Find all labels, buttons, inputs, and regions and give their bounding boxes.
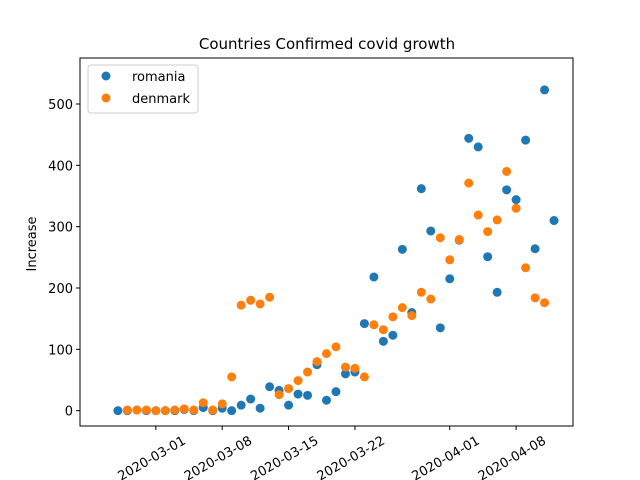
data-point [198, 398, 208, 408]
data-point [236, 300, 246, 310]
y-axis-label: Increase [25, 216, 40, 271]
data-point [511, 195, 521, 205]
x-tick-label: 2020-04-08 [476, 434, 549, 480]
data-point [322, 349, 331, 359]
data-point [426, 226, 436, 236]
data-point [483, 252, 493, 262]
data-point [359, 319, 369, 329]
x-tick-label: 2020-03-08 [182, 434, 255, 480]
data-point [359, 372, 369, 382]
data-point [473, 210, 483, 220]
data-point [388, 330, 398, 340]
data-point [350, 363, 360, 373]
data-point [540, 298, 550, 308]
data-point [369, 320, 379, 330]
data-point [464, 178, 474, 188]
data-point [416, 184, 426, 194]
data-point [435, 323, 445, 333]
legend-label: romania [132, 70, 185, 85]
x-tick-label: 2020-03-22 [315, 434, 388, 480]
data-point [303, 367, 313, 377]
data-point [208, 405, 218, 415]
legend-label: denmark [132, 92, 190, 107]
data-point [530, 244, 540, 254]
data-point [521, 263, 531, 273]
data-point [454, 235, 464, 245]
data-point [274, 390, 284, 400]
data-point [293, 376, 303, 386]
data-point [227, 406, 237, 416]
data-point [132, 405, 142, 415]
x-tick-label: 2020-03-01 [116, 434, 189, 480]
y-tick-label: 400 [48, 159, 73, 174]
legend-box [87, 64, 199, 114]
data-point [369, 272, 379, 282]
y-tick-label: 200 [48, 282, 73, 297]
data-point [246, 394, 256, 404]
data-point [284, 384, 294, 394]
data-point [445, 274, 455, 284]
data-point [217, 399, 227, 409]
data-point [293, 389, 303, 399]
data-point [473, 142, 483, 152]
data-point [416, 287, 426, 297]
data-point [179, 404, 189, 414]
data-point [227, 372, 237, 382]
data-point [397, 244, 407, 254]
data-point [236, 400, 246, 410]
data-point [435, 233, 445, 243]
data-point [331, 342, 341, 352]
data-point [331, 387, 341, 397]
data-point [141, 405, 151, 415]
data-point [540, 85, 550, 95]
data-point [340, 362, 350, 372]
data-point [407, 311, 417, 321]
data-point [530, 293, 540, 303]
y-tick-label: 0 [65, 405, 73, 420]
data-point [521, 135, 531, 145]
data-point [255, 299, 265, 309]
data-point [122, 405, 132, 415]
data-point [426, 294, 436, 304]
data-point [312, 357, 322, 367]
data-point [388, 312, 398, 322]
data-point [322, 395, 331, 405]
y-tick-label: 500 [48, 98, 73, 113]
legend-marker [101, 93, 111, 103]
data-point [284, 400, 294, 410]
data-point [303, 390, 313, 400]
data-point [255, 403, 265, 413]
data-point [511, 203, 521, 213]
data-point [445, 255, 455, 265]
data-point [492, 215, 502, 225]
data-point [189, 405, 199, 415]
data-point [502, 166, 512, 176]
axes-frame [79, 57, 574, 427]
legend-marker [101, 71, 111, 81]
data-point [265, 292, 275, 302]
data-point [492, 287, 502, 297]
data-point [151, 406, 161, 416]
data-point [464, 133, 474, 143]
data-point [160, 406, 170, 416]
x-tick-label: 2020-04-01 [410, 434, 483, 480]
chart-title: Countries Confirmed covid growth [199, 35, 455, 53]
data-point [265, 382, 275, 392]
data-point [378, 336, 388, 346]
data-point [113, 406, 123, 416]
data-point [502, 185, 512, 195]
y-tick-label: 100 [48, 343, 73, 358]
data-point [378, 325, 388, 335]
data-point [483, 227, 493, 237]
y-tick-label: 300 [48, 221, 73, 236]
data-point [246, 295, 256, 305]
data-point [340, 369, 350, 379]
data-point [549, 216, 559, 226]
data-point [397, 303, 407, 313]
x-tick-label: 2020-03-15 [248, 434, 321, 480]
data-point [170, 405, 180, 415]
